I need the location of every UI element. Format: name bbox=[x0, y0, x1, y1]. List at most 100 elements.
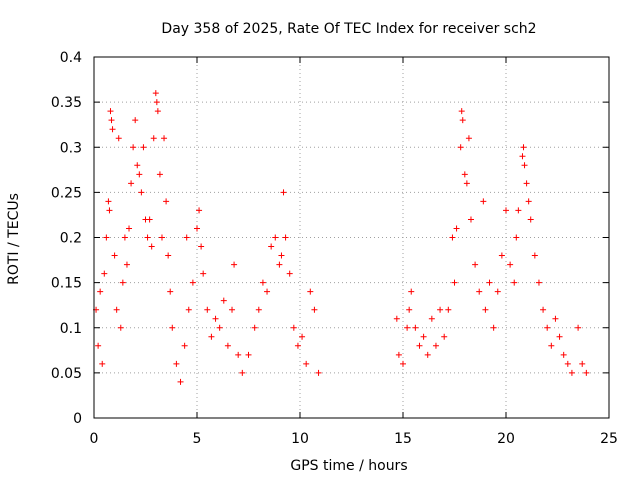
data-point bbox=[231, 261, 238, 268]
data-point bbox=[315, 369, 322, 376]
data-point bbox=[416, 342, 423, 349]
data-point bbox=[395, 351, 402, 358]
data-point bbox=[564, 360, 571, 367]
data-point bbox=[99, 360, 106, 367]
data-point bbox=[113, 306, 120, 313]
data-point bbox=[111, 252, 118, 259]
data-point bbox=[507, 261, 514, 268]
y-tick-label: 0.25 bbox=[51, 185, 82, 201]
data-point bbox=[136, 171, 143, 178]
data-point bbox=[486, 279, 493, 286]
data-point bbox=[548, 342, 555, 349]
data-point bbox=[109, 126, 116, 133]
data-point bbox=[220, 297, 227, 304]
data-point bbox=[560, 351, 567, 358]
data-point bbox=[128, 180, 135, 187]
data-point bbox=[552, 315, 559, 322]
data-point bbox=[103, 234, 110, 241]
data-point bbox=[224, 342, 231, 349]
data-point bbox=[294, 342, 301, 349]
data-point bbox=[138, 189, 145, 196]
data-point bbox=[583, 369, 590, 376]
data-point bbox=[420, 333, 427, 340]
data-point bbox=[523, 180, 530, 187]
data-point bbox=[457, 144, 464, 151]
data-point bbox=[408, 288, 415, 295]
data-point bbox=[189, 279, 196, 286]
x-tick-label: 0 bbox=[90, 431, 99, 447]
data-point bbox=[467, 216, 474, 223]
data-point bbox=[458, 108, 465, 115]
y-tick-label: 0.35 bbox=[51, 95, 82, 111]
data-point bbox=[165, 252, 172, 259]
data-point bbox=[400, 360, 406, 367]
x-tick-label: 15 bbox=[394, 431, 412, 447]
data-point bbox=[307, 288, 314, 295]
data-point bbox=[117, 324, 124, 331]
data-point bbox=[513, 234, 520, 241]
data-point bbox=[167, 288, 174, 295]
axis-ticks bbox=[93, 56, 610, 419]
x-axis-label: GPS time / hours bbox=[290, 458, 407, 474]
data-point bbox=[525, 198, 532, 205]
data-point bbox=[494, 288, 501, 295]
data-point bbox=[476, 288, 483, 295]
data-point bbox=[95, 342, 102, 349]
data-point bbox=[153, 99, 160, 106]
data-point bbox=[144, 234, 151, 241]
data-point bbox=[156, 171, 163, 178]
data-point bbox=[428, 315, 435, 322]
data-point bbox=[575, 324, 582, 331]
y-tick-label: 0.15 bbox=[51, 276, 82, 292]
data-point bbox=[424, 351, 431, 358]
data-point bbox=[472, 261, 479, 268]
data-point bbox=[106, 207, 113, 214]
data-point bbox=[229, 306, 236, 313]
data-point bbox=[194, 225, 200, 232]
data-point bbox=[278, 252, 285, 259]
data-point bbox=[245, 351, 252, 358]
data-point bbox=[299, 333, 306, 340]
x-tick-label: 5 bbox=[193, 431, 202, 447]
y-tick-label: 0.1 bbox=[60, 321, 82, 337]
data-point bbox=[107, 108, 114, 115]
data-point bbox=[185, 306, 192, 313]
data-point bbox=[134, 162, 141, 169]
data-point bbox=[119, 279, 126, 286]
data-point bbox=[163, 198, 170, 205]
data-point bbox=[290, 324, 297, 331]
data-point bbox=[264, 288, 271, 295]
grid-lines bbox=[94, 57, 609, 418]
data-point bbox=[115, 135, 122, 142]
data-point bbox=[123, 261, 130, 268]
data-point bbox=[272, 234, 279, 241]
data-point bbox=[177, 378, 184, 385]
data-point bbox=[519, 153, 526, 160]
data-point bbox=[461, 171, 468, 178]
data-point bbox=[154, 108, 161, 115]
data-point bbox=[498, 252, 505, 259]
data-point bbox=[169, 324, 176, 331]
data-point bbox=[540, 306, 547, 313]
data-point bbox=[531, 252, 538, 259]
data-point bbox=[437, 306, 444, 313]
x-tick-labels: 0 5 10 15 20 25 bbox=[90, 431, 618, 447]
data-point bbox=[482, 306, 489, 313]
data-point bbox=[449, 234, 456, 241]
data-point bbox=[393, 315, 400, 322]
data-point bbox=[196, 207, 203, 214]
data-point bbox=[268, 243, 275, 250]
y-tick-label: 0.2 bbox=[60, 231, 82, 247]
data-point bbox=[412, 324, 419, 331]
data-point bbox=[251, 324, 258, 331]
data-point bbox=[503, 207, 509, 214]
x-tick-label: 25 bbox=[600, 431, 618, 447]
data-point bbox=[208, 333, 215, 340]
plot-frame bbox=[93, 56, 610, 419]
data-point bbox=[521, 162, 528, 169]
data-point bbox=[441, 333, 448, 340]
data-point bbox=[108, 117, 115, 124]
data-point bbox=[101, 270, 108, 277]
data-points bbox=[93, 90, 590, 385]
data-point bbox=[105, 198, 112, 205]
